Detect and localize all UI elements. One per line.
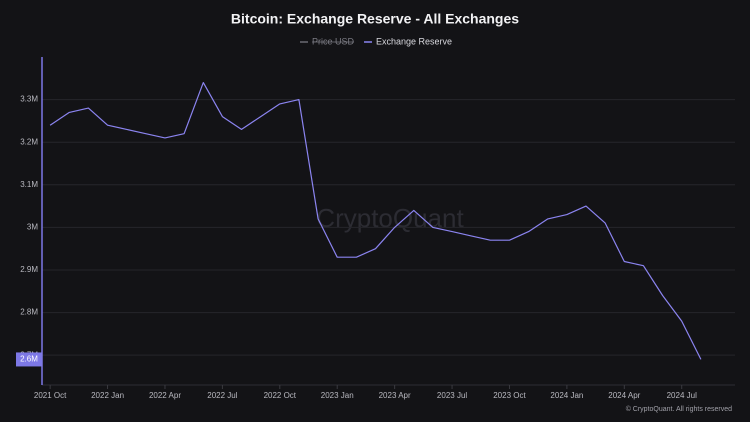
x-tick-label: 2022 Oct: [264, 391, 297, 400]
y-tick-label: 3.1M: [20, 180, 38, 189]
y-tick-label: 3.3M: [20, 95, 38, 104]
y-tick-label: 3.2M: [20, 137, 38, 146]
current-value-box: [16, 352, 42, 367]
x-tick-label: 2022 Jul: [207, 391, 237, 400]
watermark: CryptoQuant: [316, 203, 464, 233]
x-tick-label: 2022 Apr: [149, 391, 181, 400]
x-tick-label: 2024 Jan: [550, 391, 583, 400]
x-tick-label: 2024 Jul: [667, 391, 697, 400]
x-tick-label: 2023 Jul: [437, 391, 467, 400]
legend: Price USD Exchange Reserve: [300, 36, 452, 46]
x-tick-label: 2023 Apr: [379, 391, 411, 400]
chart-title: Bitcoin: Exchange Reserve - All Exchange…: [231, 11, 519, 27]
y-tick-label: 2.8M: [20, 308, 38, 317]
series-line: [49, 82, 702, 360]
y-tick-label: 2.9M: [20, 265, 38, 274]
y-tick-label: 3M: [27, 222, 38, 231]
current-value-label: 2.6M: [20, 355, 38, 364]
x-tick-label: 2021 Oct: [34, 391, 67, 400]
legend-label[interactable]: Exchange Reserve: [376, 36, 452, 46]
footer: © CryptoQuant. All rights reserved: [626, 405, 732, 413]
x-tick-label: 2024 Apr: [608, 391, 640, 400]
legend-label[interactable]: Price USD: [312, 36, 355, 46]
x-tick-label: 2023 Oct: [493, 391, 526, 400]
x-tick-label: 2022 Jan: [91, 391, 124, 400]
x-tick-label: 2023 Jan: [321, 391, 354, 400]
